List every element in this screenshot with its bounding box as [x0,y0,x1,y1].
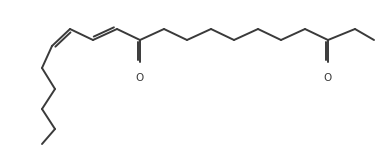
Text: O: O [136,73,144,83]
Text: O: O [324,73,332,83]
